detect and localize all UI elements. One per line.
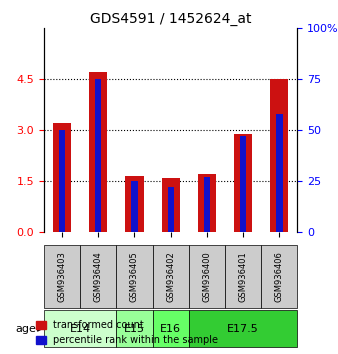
Bar [95,79,101,232]
Text: GSM936405: GSM936405 [130,251,139,302]
Text: E15: E15 [124,324,145,333]
Text: E16: E16 [160,324,181,333]
Text: E14: E14 [70,324,91,333]
Bar [270,79,288,232]
FancyBboxPatch shape [261,245,297,308]
Bar [198,175,216,232]
Bar [168,187,174,232]
Bar [240,136,246,232]
Text: GSM936403: GSM936403 [57,251,67,302]
Bar [204,177,210,232]
Text: age: age [15,324,42,333]
FancyBboxPatch shape [44,310,116,347]
Title: GDS4591 / 1452624_at: GDS4591 / 1452624_at [90,12,251,26]
Bar [162,178,180,232]
FancyBboxPatch shape [44,245,80,308]
Text: GSM936404: GSM936404 [94,251,103,302]
Bar [234,134,252,232]
Bar [89,73,107,232]
FancyBboxPatch shape [116,245,152,308]
Bar [125,176,144,232]
FancyBboxPatch shape [80,245,116,308]
Legend: transformed count, percentile rank within the sample: transformed count, percentile rank withi… [32,316,222,349]
FancyBboxPatch shape [152,310,189,347]
Bar [131,181,138,232]
Text: GSM936400: GSM936400 [202,251,211,302]
FancyBboxPatch shape [152,245,189,308]
Bar [53,124,71,232]
Text: GSM936402: GSM936402 [166,251,175,302]
FancyBboxPatch shape [225,245,261,308]
Text: E17.5: E17.5 [227,324,259,333]
FancyBboxPatch shape [116,310,152,347]
FancyBboxPatch shape [189,310,297,347]
Bar [59,130,65,232]
Text: GSM936406: GSM936406 [275,251,284,302]
FancyBboxPatch shape [189,245,225,308]
Bar [276,114,283,232]
Text: GSM936401: GSM936401 [239,251,248,302]
